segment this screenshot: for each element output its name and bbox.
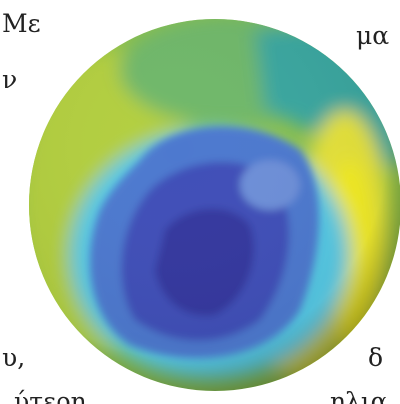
text-fragment: δ [368, 343, 383, 372]
text-fragment: ύτερη [14, 387, 86, 404]
ozone-globe [0, 0, 400, 404]
text-fragment: μα [356, 21, 389, 50]
page-figure: Με μα ν υ, δ ύτερη ηλια [0, 0, 400, 404]
text-fragment: ν [2, 65, 17, 94]
text-fragment: υ, [2, 343, 25, 372]
page: Με μα ν υ, δ ύτερη ηλια [0, 0, 400, 404]
text-fragment: Με [2, 9, 41, 38]
text-fragment: ηλια [330, 387, 388, 404]
